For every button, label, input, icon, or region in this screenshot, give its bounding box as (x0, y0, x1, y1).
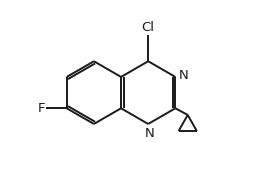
Text: Cl: Cl (142, 21, 155, 34)
Text: F: F (37, 102, 45, 115)
Text: N: N (144, 127, 154, 140)
Text: N: N (179, 70, 189, 82)
